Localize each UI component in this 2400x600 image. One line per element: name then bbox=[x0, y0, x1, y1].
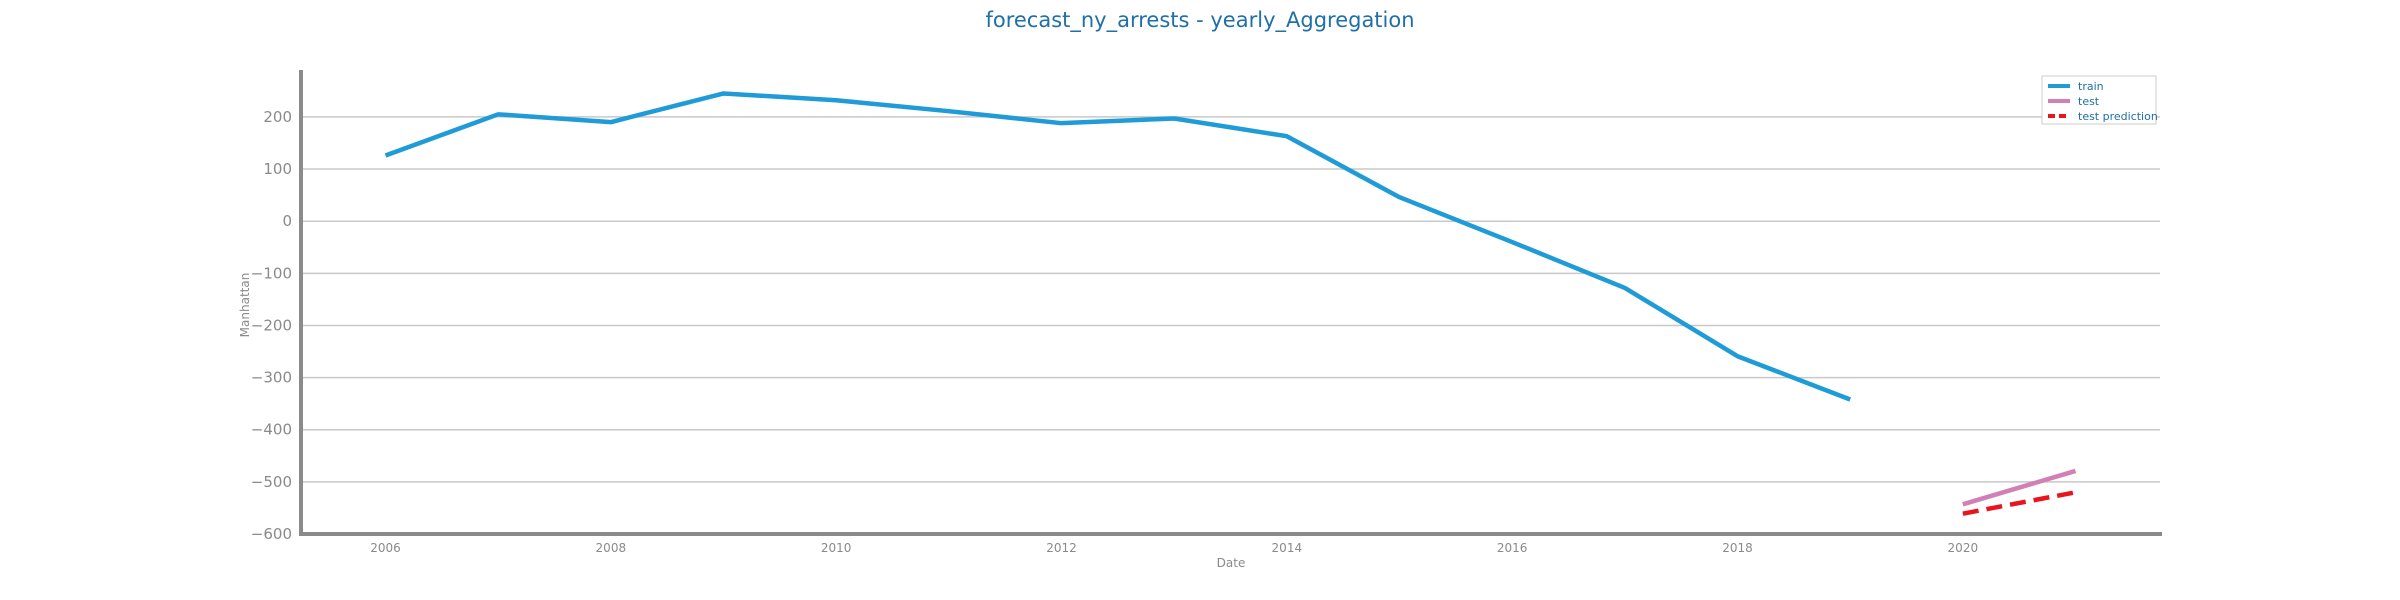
y-tick-label: −500 bbox=[251, 473, 292, 491]
y-tick-label: 100 bbox=[263, 160, 292, 178]
grid bbox=[301, 116, 2160, 535]
legend: train test test prediction bbox=[2041, 75, 2158, 125]
x-axis-label: Date bbox=[1217, 556, 1246, 570]
x-tick-label: 2008 bbox=[596, 541, 627, 555]
y-tick-label: −400 bbox=[251, 421, 292, 439]
series-layer bbox=[384, 91, 2077, 516]
series-line-train bbox=[384, 91, 1851, 402]
y-tick-label: −200 bbox=[251, 316, 292, 334]
x-axis-ticks: 2006 2008 2010 2012 2014 2016 2018 2020 bbox=[370, 541, 1978, 555]
x-tick-label: 2016 bbox=[1497, 541, 1528, 555]
legend-label: test prediction bbox=[2078, 110, 2158, 123]
y-axis-ticks: 200 100 0 −100 −200 −300 −400 −500 −600 bbox=[251, 108, 292, 543]
y-tick-label: −100 bbox=[251, 264, 292, 282]
y-tick-label: 0 bbox=[282, 212, 292, 230]
x-tick-label: 2018 bbox=[1722, 541, 1753, 555]
legend-label: test bbox=[2078, 95, 2100, 108]
legend-label: train bbox=[2078, 80, 2104, 93]
x-tick-label: 2012 bbox=[1046, 541, 1077, 555]
x-tick-label: 2006 bbox=[370, 541, 401, 555]
chart-title: forecast_ny_arrests - yearly_Aggregation bbox=[985, 8, 1414, 33]
y-tick-label: 200 bbox=[263, 108, 292, 126]
x-tick-label: 2010 bbox=[821, 541, 852, 555]
x-tick-label: 2020 bbox=[1948, 541, 1979, 555]
x-tick-label: 2014 bbox=[1272, 541, 1303, 555]
series-line-test-prediction bbox=[1962, 490, 2076, 516]
series-line-test bbox=[1962, 468, 2077, 507]
y-axis-label: Manhattan bbox=[238, 273, 252, 338]
y-tick-label: −600 bbox=[251, 525, 292, 543]
y-tick-label: −300 bbox=[251, 369, 292, 387]
